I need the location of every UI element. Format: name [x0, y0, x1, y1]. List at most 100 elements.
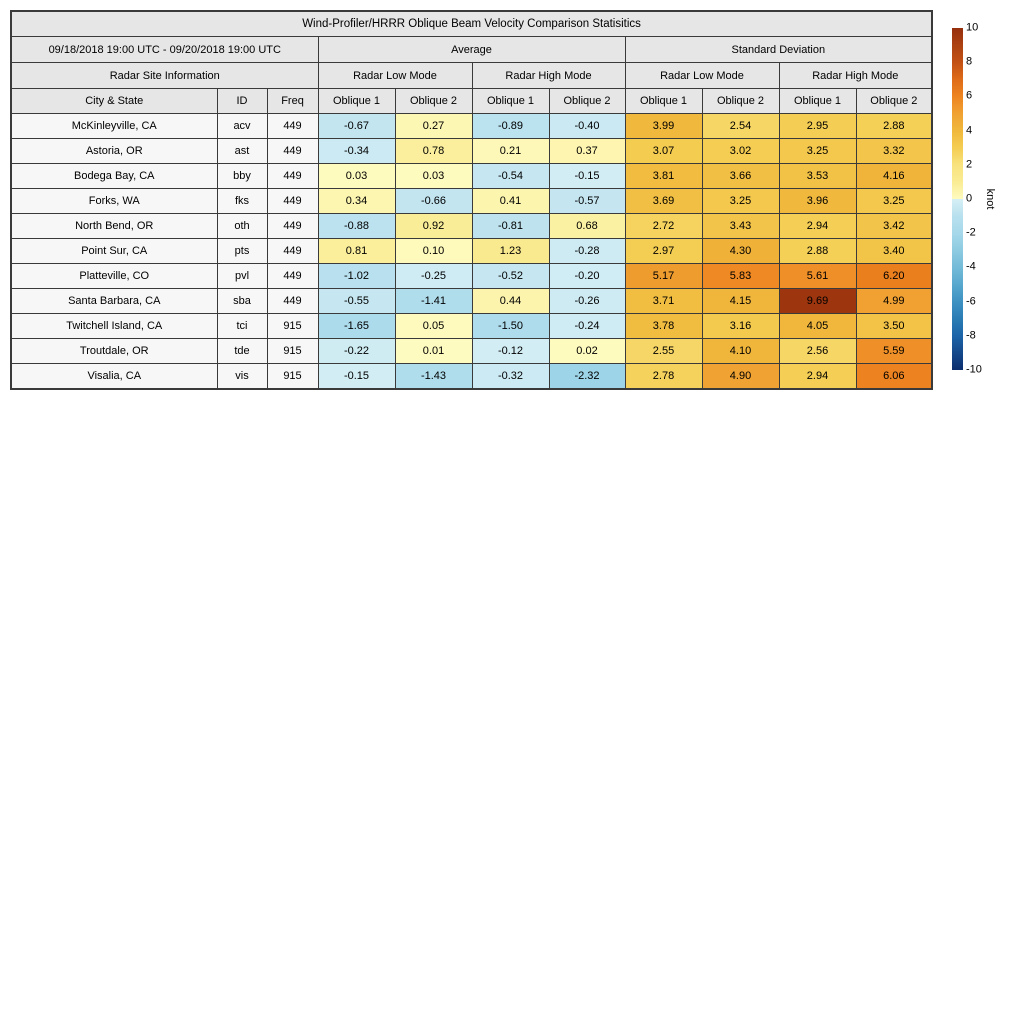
id-cell: tci — [216, 313, 268, 339]
colorbar-tick-label: -10 — [966, 363, 982, 376]
city-cell: Twitchell Island, CA — [10, 313, 218, 339]
value-cell: 2.54 — [701, 113, 780, 139]
colorbar-tick-label: -6 — [966, 295, 976, 308]
value-cell: -1.50 — [471, 313, 550, 339]
value-cell: 4.05 — [778, 313, 857, 339]
value-cell: -0.26 — [548, 288, 626, 314]
value-cell: 4.16 — [855, 163, 933, 189]
value-cell: -1.65 — [317, 313, 396, 339]
value-cell: 0.44 — [471, 288, 550, 314]
value-cell: 3.69 — [624, 188, 703, 214]
table-row: Forks, WA fks 449 0.34 -0.66 0.41 -0.57 3.69 3.2… — [10, 188, 933, 214]
colorbar-tick-label: -8 — [966, 329, 976, 342]
value-cell: 2.55 — [624, 338, 703, 364]
site-info-header: Radar Site Information — [10, 62, 319, 89]
col-header-oblique: Oblique 1 — [778, 88, 857, 114]
col-header-oblique: Oblique 1 — [624, 88, 703, 114]
date-range: 09/18/2018 19:00 UTC - 09/20/2018 19:00 … — [10, 36, 319, 63]
value-cell: -0.89 — [471, 113, 550, 139]
colorbar-tick-label: 2 — [966, 158, 973, 171]
value-cell: 0.41 — [471, 188, 550, 214]
value-cell: 3.81 — [624, 163, 703, 189]
value-cell: 4.30 — [701, 238, 780, 264]
value-cell: 3.66 — [701, 163, 780, 189]
colorbar-tick-label: -4 — [966, 260, 976, 273]
value-cell: 3.43 — [701, 213, 780, 239]
value-cell: -0.88 — [317, 213, 396, 239]
mode-header-row: Radar Site Information Radar Low Mode Ra… — [10, 62, 933, 89]
city-cell: Astoria, OR — [10, 138, 218, 164]
col-header-oblique: Oblique 2 — [855, 88, 933, 114]
id-cell: acv — [216, 113, 268, 139]
mode-header-std-low: Radar Low Mode — [624, 62, 780, 89]
value-cell: 3.96 — [778, 188, 857, 214]
value-cell: 0.68 — [548, 213, 626, 239]
freq-cell: 449 — [266, 288, 319, 314]
freq-cell: 449 — [266, 188, 319, 214]
value-cell: 0.02 — [548, 338, 626, 364]
city-cell: Forks, WA — [10, 188, 218, 214]
id-cell: vis — [216, 363, 268, 389]
value-cell: -2.32 — [548, 363, 626, 389]
table-row: Point Sur, CA pts 449 0.81 0.10 1.23 -0.28 2.97… — [10, 238, 933, 264]
value-cell: -0.12 — [471, 338, 550, 364]
stats-table: Wind-Profiler/HRRR Oblique Beam Velocity… — [10, 10, 934, 390]
value-cell: 4.90 — [701, 363, 780, 389]
colorbar-ticks: 10 8 6 4 2 0 -2 -4 -6 -8 -10 — [966, 22, 1000, 376]
freq-cell: 449 — [266, 238, 319, 264]
value-cell: 5.61 — [778, 263, 857, 289]
value-cell: 2.94 — [778, 363, 857, 389]
id-cell: bby — [216, 163, 268, 189]
colorbar-tick-label: 4 — [966, 124, 973, 137]
col-header-id: ID — [216, 88, 268, 114]
mode-header-avg-high: Radar High Mode — [471, 62, 626, 89]
table-row: McKinleyville, CA acv 449 -0.67 0.27 -0.89 -0.… — [10, 113, 933, 139]
id-cell: sba — [216, 288, 268, 314]
value-cell: 2.94 — [778, 213, 857, 239]
value-cell: 2.56 — [778, 338, 857, 364]
colorbar-tick-label: 0 — [966, 192, 973, 205]
value-cell: -1.02 — [317, 263, 396, 289]
title-row: Wind-Profiler/HRRR Oblique Beam Velocity… — [10, 10, 933, 37]
value-cell: 0.81 — [317, 238, 396, 264]
value-cell: 4.15 — [701, 288, 780, 314]
table-body: McKinleyville, CA acv 449 -0.67 0.27 -0.89 -0.… — [10, 113, 933, 389]
id-cell: fks — [216, 188, 268, 214]
col-header-oblique: Oblique 2 — [701, 88, 780, 114]
freq-cell: 449 — [266, 138, 319, 164]
city-cell: Santa Barbara, CA — [10, 288, 218, 314]
value-cell: 1.23 — [471, 238, 550, 264]
value-cell: -0.34 — [317, 138, 396, 164]
colorbar-tick-label: 6 — [966, 89, 973, 102]
freq-cell: 449 — [266, 263, 319, 289]
col-header-oblique: Oblique 1 — [471, 88, 550, 114]
city-cell: Troutdale, OR — [10, 338, 218, 364]
value-cell: -0.24 — [548, 313, 626, 339]
freq-cell: 915 — [266, 338, 319, 364]
value-cell: 0.92 — [394, 213, 473, 239]
col-header-oblique: Oblique 2 — [548, 88, 626, 114]
value-cell: 3.78 — [624, 313, 703, 339]
value-cell: 3.32 — [855, 138, 933, 164]
value-cell: 0.01 — [394, 338, 473, 364]
id-cell: pvl — [216, 263, 268, 289]
colorbar-unit-label: knot — [983, 188, 996, 210]
value-cell: -0.28 — [548, 238, 626, 264]
value-cell: -0.57 — [548, 188, 626, 214]
value-cell: 4.10 — [701, 338, 780, 364]
value-cell: 2.88 — [855, 113, 933, 139]
freq-cell: 915 — [266, 363, 319, 389]
value-cell: -0.81 — [471, 213, 550, 239]
city-cell: Bodega Bay, CA — [10, 163, 218, 189]
value-cell: 3.07 — [624, 138, 703, 164]
value-cell: -0.32 — [471, 363, 550, 389]
city-cell: McKinleyville, CA — [10, 113, 218, 139]
table-title: Wind-Profiler/HRRR Oblique Beam Velocity… — [10, 10, 933, 37]
value-cell: 6.20 — [855, 263, 933, 289]
value-cell: 3.50 — [855, 313, 933, 339]
value-cell: -0.15 — [317, 363, 396, 389]
group-header-average: Average — [317, 36, 626, 63]
city-cell: Platteville, CO — [10, 263, 218, 289]
table-row: Astoria, OR ast 449 -0.34 0.78 0.21 0.37 3.07 3.… — [10, 138, 933, 164]
table-row: Visalia, CA vis 915 -0.15 -1.43 -0.32 -2.32 2.7… — [10, 363, 933, 389]
